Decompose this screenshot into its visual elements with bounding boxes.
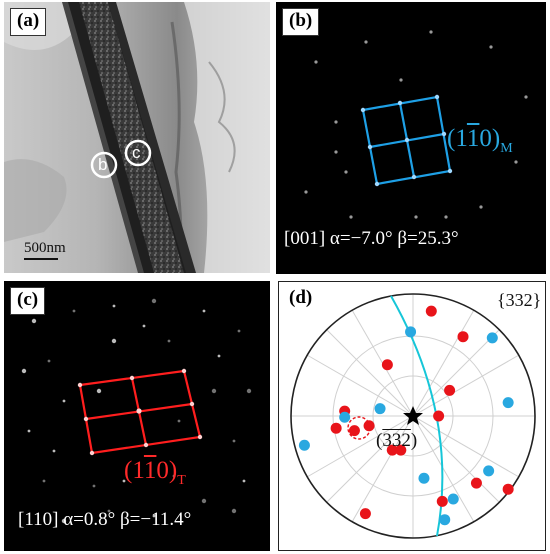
blue-pole-4: [339, 411, 351, 423]
diffraction-spot-10: [27, 429, 31, 433]
red-pole-10: [436, 495, 448, 507]
blue-pole-1: [486, 332, 498, 344]
blue-pole-8: [447, 493, 459, 505]
diffraction-spot-26: [52, 449, 56, 453]
marker-circle-c: [124, 139, 152, 167]
diffraction-spot-24: [96, 388, 102, 394]
blue-pole-2: [502, 397, 514, 409]
diffraction-spot-18: [111, 338, 117, 344]
marker-label-b: b: [98, 155, 108, 174]
stereographic-projection: [290, 293, 536, 539]
diffraction-spot-12: [61, 518, 67, 524]
red-pole-13: [386, 444, 398, 456]
primitive-circle: [290, 293, 536, 539]
diffraction-spot-21: [211, 388, 217, 394]
diffraction-pattern-b: [304, 30, 528, 219]
diffraction-spot-29: [92, 484, 96, 488]
red-pole-3: [444, 384, 456, 396]
diffraction-spot-25: [177, 419, 181, 423]
diffraction-spot-5: [237, 329, 241, 333]
highlighted-pole-circle: [347, 416, 371, 440]
blue-pole-7: [483, 465, 495, 477]
blue-pole-0: [405, 326, 417, 338]
tem-micrograph: [4, 2, 270, 273]
red-pole-4: [433, 410, 445, 422]
panel-b-tag: (b): [282, 8, 320, 36]
diffraction-spot-17: [232, 439, 236, 443]
red-pole-11: [502, 483, 514, 495]
red-pole-0: [425, 305, 437, 317]
scale-bar-label: 500nm: [24, 240, 66, 256]
diffraction-spot-1: [72, 309, 76, 313]
diffraction-spot-2: [112, 304, 116, 308]
scale-bar: [24, 258, 58, 260]
blue-pole-6: [418, 472, 430, 484]
diffraction-spot-19: [167, 339, 171, 343]
diffraction-spot-16: [242, 479, 246, 483]
plane-c-bar-digit: 1: [143, 457, 157, 484]
diffraction-spot-9: [246, 388, 252, 394]
diffraction-spot-0: [31, 318, 37, 324]
panel-d-stereogram: (d) {332} (332): [278, 281, 546, 551]
red-pole-1: [457, 331, 469, 343]
plane-label-b: (110)M: [447, 125, 513, 156]
panel-a-tag: (a): [10, 8, 47, 36]
blue-pole-3: [374, 403, 386, 415]
center-star-icon: [403, 406, 423, 425]
diffraction-spot-8: [217, 354, 221, 358]
zone-axis-b: [001] α=−7.0° β=25.3°: [284, 228, 459, 249]
plane-b-bar-digit: 1: [466, 125, 480, 152]
plane-label-c: (110)T: [124, 457, 186, 488]
diffraction-spot-13: [107, 509, 111, 513]
blue-pole-5: [298, 439, 310, 451]
pole-label-indices: 332: [382, 430, 411, 451]
marker-label-c: c: [132, 143, 141, 162]
plane-family-label: {332}: [497, 290, 542, 310]
blue-pole-9: [439, 514, 451, 526]
plane-c-subscript: T: [177, 473, 186, 488]
panel-a-tem-image: b c (a) 500nm: [4, 2, 270, 273]
diffraction-spot-22: [122, 479, 126, 483]
diffraction-spot-6: [21, 368, 27, 374]
panel-c-tag: (c): [10, 287, 46, 315]
red-pole-9: [470, 477, 482, 489]
diffraction-spot-27: [231, 508, 237, 514]
red-pole-2: [381, 359, 393, 371]
diffraction-spot-3: [151, 298, 157, 304]
panel-c-diffraction-pattern: (c) (110)T [110] α=0.8° β=−11.4°: [4, 281, 270, 551]
diffraction-spot-28: [142, 324, 146, 328]
diffraction-spot-14: [152, 514, 156, 518]
diffraction-spot-20: [62, 399, 66, 403]
pole-label: (332): [376, 430, 418, 451]
diffraction-pattern-c: [21, 298, 252, 524]
red-pole-7: [348, 425, 360, 437]
plane-b-subscript: M: [500, 141, 513, 156]
panel-d-tag: (d): [283, 286, 319, 312]
diffraction-spot-4: [202, 309, 206, 313]
red-pole-6: [330, 422, 342, 434]
diffraction-spot-23: [172, 474, 176, 478]
panel-b-diffraction-pattern: (b) (110)M [001] α=−7.0° β=25.3°: [276, 2, 546, 274]
diffraction-spot-11: [42, 479, 46, 483]
diffraction-spot-15: [201, 498, 207, 504]
red-pole-14: [395, 444, 407, 456]
red-pole-12: [359, 508, 371, 520]
zone-axis-c: [110] α=0.8° β=−11.4°: [18, 509, 192, 530]
marker-circle-b: [90, 151, 118, 179]
diffraction-spot-7: [47, 359, 51, 363]
